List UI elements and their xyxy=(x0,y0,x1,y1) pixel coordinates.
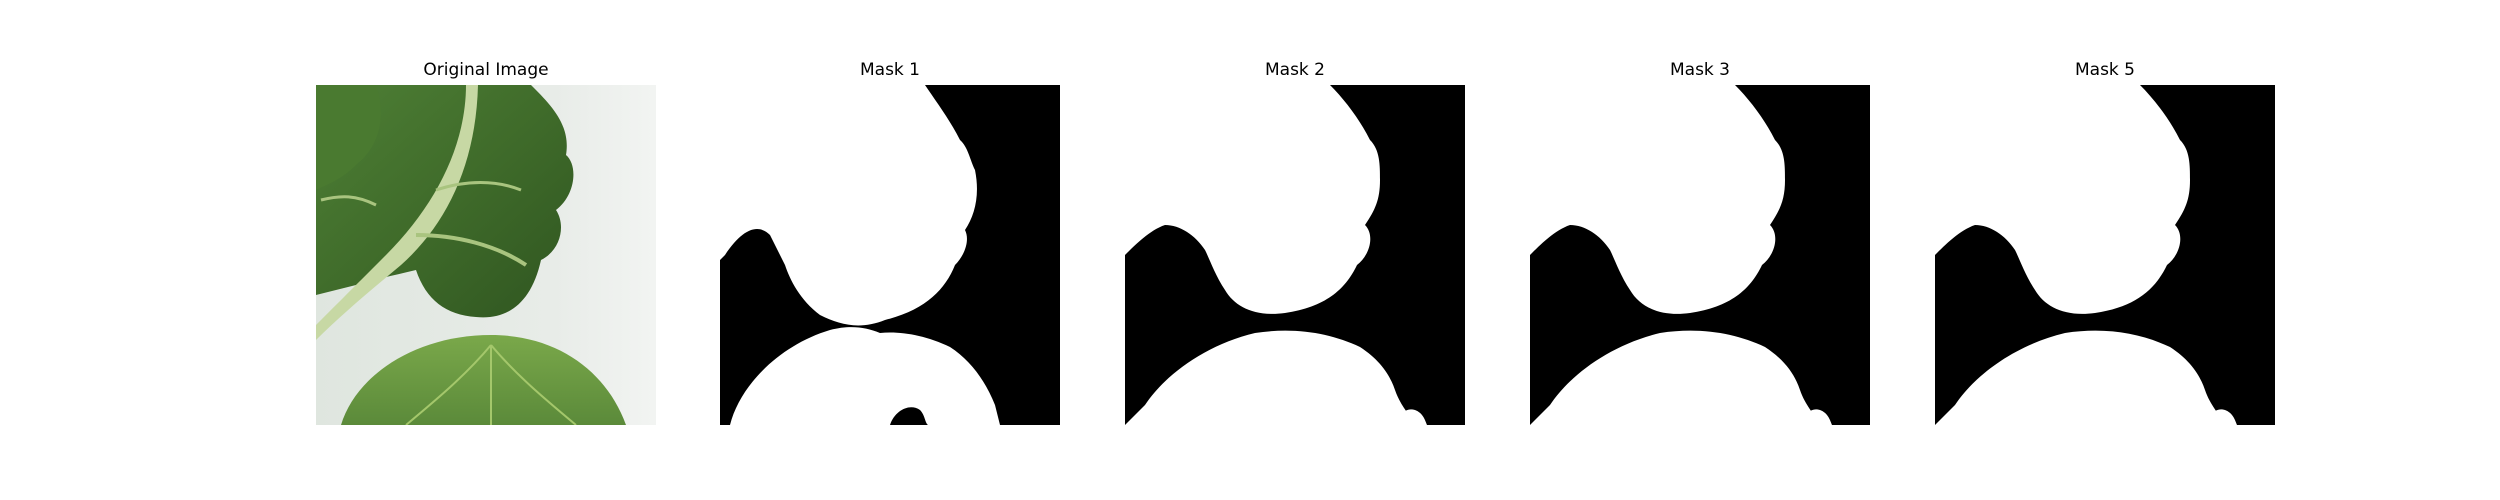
panel-title: Original Image xyxy=(423,60,549,80)
mask-image xyxy=(1125,85,1465,425)
mask-image xyxy=(1530,85,1870,425)
panel-title: Mask 1 xyxy=(859,60,920,80)
panel-title: Mask 2 xyxy=(1264,60,1325,80)
mask-1-image xyxy=(720,85,1060,425)
mask-2-image xyxy=(1125,85,1465,425)
mask-image xyxy=(1935,85,2275,425)
original-photo xyxy=(316,85,656,425)
mask-3-image xyxy=(1530,85,1870,425)
leaf-photo-image xyxy=(316,85,656,425)
mask-image xyxy=(720,85,1060,425)
panel-title: Mask 3 xyxy=(1669,60,1730,80)
panel-title: Mask 5 xyxy=(2074,60,2135,80)
mask-5-image xyxy=(1935,85,2275,425)
